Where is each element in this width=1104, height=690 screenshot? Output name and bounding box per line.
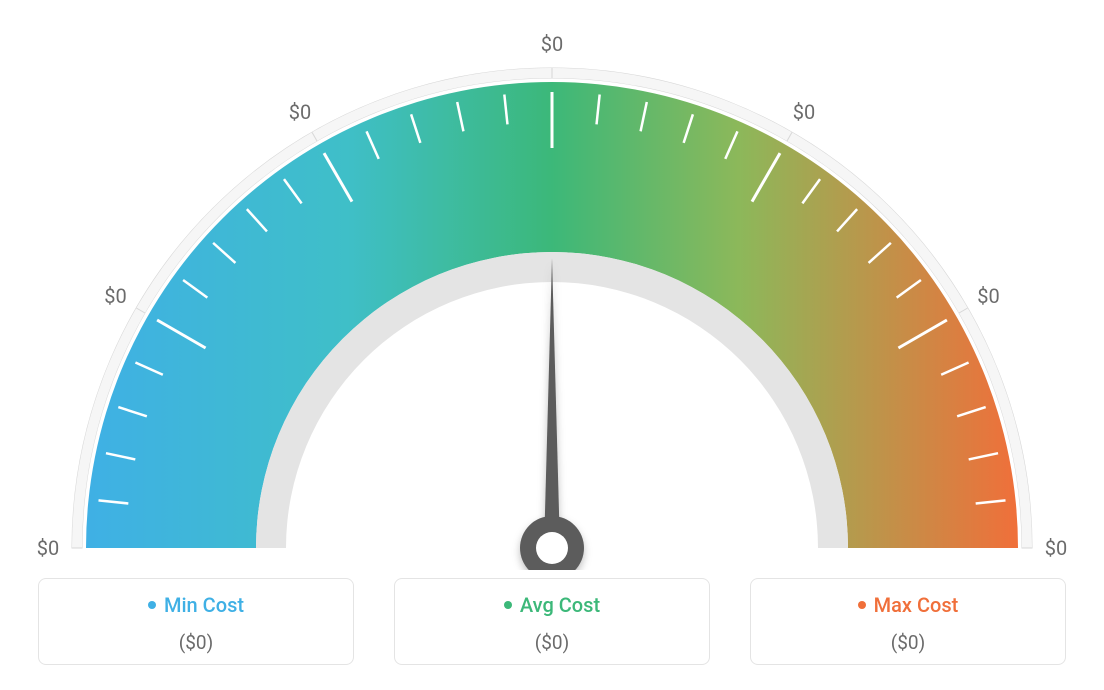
gauge-tick-label: $0 — [977, 284, 999, 308]
gauge-tick-label: $0 — [37, 536, 59, 560]
legend-title-min: Min Cost — [148, 593, 244, 617]
gauge-svg — [0, 18, 1104, 570]
legend-label-max: Max Cost — [874, 593, 959, 617]
gauge-tick-label: $0 — [1045, 536, 1067, 560]
cost-gauge-container: $0 $0 $0 $0 $0 $0 $0 Min Cost ($0) Avg Cost ($… — [0, 0, 1104, 690]
legend-card-max: Max Cost ($0) — [750, 578, 1066, 665]
legend-title-max: Max Cost — [858, 593, 959, 617]
legend-dot-avg — [504, 601, 512, 609]
gauge-tick-label: $0 — [289, 100, 311, 124]
legend-label-avg: Avg Cost — [520, 593, 600, 617]
gauge-tick-label: $0 — [104, 284, 126, 308]
legend-card-min: Min Cost ($0) — [38, 578, 354, 665]
legend-row: Min Cost ($0) Avg Cost ($0) Max Cost ($0… — [0, 570, 1104, 665]
legend-card-avg: Avg Cost ($0) — [394, 578, 710, 665]
gauge-chart: $0 $0 $0 $0 $0 $0 $0 — [0, 18, 1104, 570]
legend-dot-max — [858, 601, 866, 609]
gauge-tick-label: $0 — [541, 32, 563, 56]
legend-label-min: Min Cost — [164, 593, 244, 617]
legend-value-max: ($0) — [751, 631, 1065, 654]
legend-value-min: ($0) — [39, 631, 353, 654]
legend-value-avg: ($0) — [395, 631, 709, 654]
legend-title-avg: Avg Cost — [504, 593, 600, 617]
gauge-tick-label: $0 — [793, 100, 815, 124]
legend-dot-min — [148, 601, 156, 609]
